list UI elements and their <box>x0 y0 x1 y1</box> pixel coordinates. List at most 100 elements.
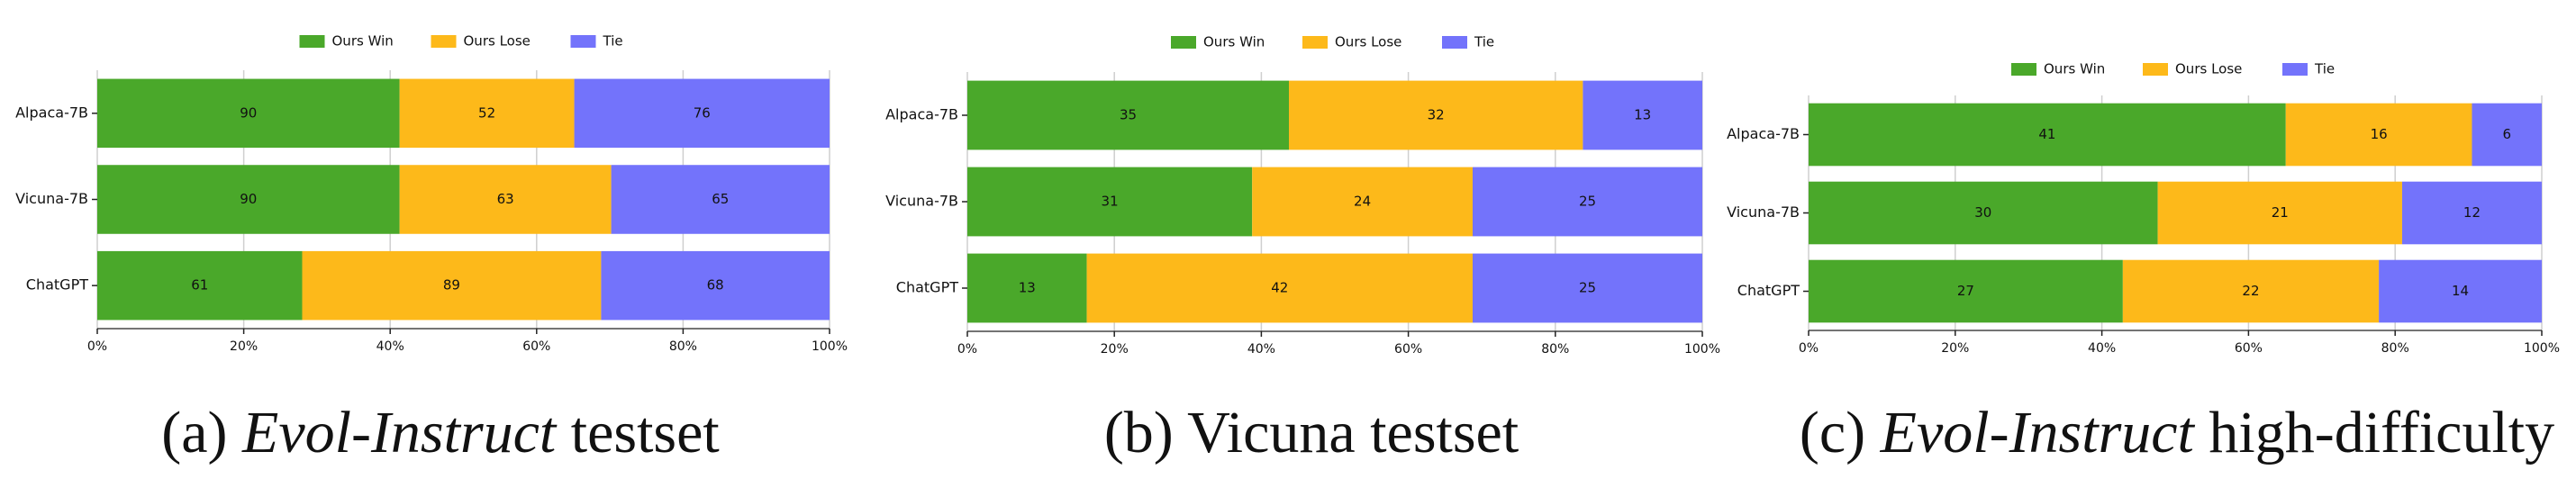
legend-swatch <box>1171 36 1196 49</box>
bar-segment <box>601 250 830 321</box>
data-label: 90 <box>240 104 257 121</box>
data-label: 32 <box>1428 107 1445 123</box>
legend-label: Tie <box>1474 34 1494 50</box>
x-tick-label: 60% <box>1394 342 1422 357</box>
bar-segment <box>2472 103 2542 167</box>
data-label: 22 <box>2242 283 2259 299</box>
legend-label: Tie <box>603 33 623 50</box>
x-tick-label: 100% <box>812 339 848 354</box>
bar-segment <box>399 78 575 149</box>
x-tick-label: 60% <box>2235 341 2263 356</box>
data-label: 30 <box>1974 204 1991 221</box>
data-label: 52 <box>478 104 495 121</box>
data-label: 41 <box>2038 126 2055 142</box>
x-tick-label: 20% <box>1101 342 1129 357</box>
x-tick-label: 80% <box>1541 342 1569 357</box>
x-tick-label: 0% <box>957 342 977 357</box>
data-label: 35 <box>1120 107 1137 123</box>
bar-segment <box>967 80 1289 150</box>
x-tick-label: 0% <box>1799 341 1819 356</box>
data-label: 25 <box>1579 194 1596 210</box>
x-tick-label: 0% <box>87 339 107 354</box>
bar-segment <box>574 78 830 149</box>
x-tick-label: 40% <box>376 339 404 354</box>
caption-part: (c) <box>1800 400 1881 465</box>
caption: (c) Evol-Instruct high-difficulty <box>1800 400 2554 465</box>
data-label: 16 <box>2371 126 2388 142</box>
bar-segment <box>1086 253 1473 323</box>
caption-part: testset <box>556 400 719 465</box>
x-tick-label: 20% <box>230 339 258 354</box>
legend-swatch <box>2143 63 2168 76</box>
legend-label: Ours Win <box>2044 61 2105 77</box>
bar-segment <box>1252 167 1473 237</box>
y-tick-label: Vicuna-7B <box>1727 203 1800 221</box>
y-tick-label: ChatGPT <box>26 276 88 294</box>
bar-segment <box>1473 167 1702 237</box>
bar-segment <box>1809 181 2158 245</box>
bar-segment <box>1809 103 2286 167</box>
bar-segment <box>967 167 1253 237</box>
y-tick-label: Alpaca-7B <box>1727 125 1800 142</box>
bar-segment <box>1583 80 1702 150</box>
data-label: 31 <box>1102 194 1119 210</box>
caption: (b) Vicuna testset <box>1104 400 1519 465</box>
data-label: 13 <box>1634 107 1651 123</box>
data-label: 14 <box>2452 283 2469 299</box>
legend-label: Tie <box>2314 61 2335 77</box>
data-label: 76 <box>694 104 711 121</box>
bar-segment <box>967 253 1087 323</box>
bar-segment <box>1473 253 1702 323</box>
x-tick-label: 100% <box>1684 342 1720 357</box>
legend-swatch <box>299 35 325 48</box>
data-label: 6 <box>2502 126 2511 142</box>
caption-part: Evol-Instruct <box>241 400 558 465</box>
legend-label: Ours Lose <box>464 33 531 50</box>
x-tick-label: 40% <box>2088 341 2116 356</box>
x-tick-label: 40% <box>1247 342 1275 357</box>
caption: (a) Evol-Instruct testset <box>161 400 719 465</box>
data-label: 25 <box>1579 280 1596 296</box>
x-tick-label: 80% <box>669 339 697 354</box>
legend-swatch <box>1442 36 1467 49</box>
x-tick-label: 60% <box>522 339 550 354</box>
data-label: 13 <box>1019 280 1036 296</box>
legend-label: Ours Win <box>1203 34 1265 50</box>
x-tick-label: 80% <box>2381 341 2409 356</box>
bar-segment <box>2285 103 2472 167</box>
legend-label: Ours Lose <box>1335 34 1401 50</box>
bar-segment <box>97 165 400 234</box>
bar-segment <box>97 250 303 321</box>
x-tick-label: 20% <box>1941 341 1969 356</box>
y-tick-label: Vicuna-7B <box>15 190 88 207</box>
caption-part: high-difficulty <box>2194 400 2554 465</box>
data-label: 68 <box>707 277 724 294</box>
data-label: 27 <box>1957 283 1974 299</box>
bar-segment <box>97 78 400 149</box>
y-tick-label: Alpaca-7B <box>885 106 958 123</box>
data-label: 63 <box>497 191 514 207</box>
y-tick-label: Vicuna-7B <box>885 193 958 210</box>
legend-swatch <box>2011 63 2036 76</box>
bar-segment <box>1289 80 1583 150</box>
y-tick-label: ChatGPT <box>896 279 958 296</box>
bar-segment <box>1809 259 2123 323</box>
data-label: 21 <box>2272 204 2289 221</box>
bar-segment <box>2157 181 2402 245</box>
bar-segment <box>2401 181 2542 245</box>
y-tick-label: Alpaca-7B <box>15 104 88 121</box>
data-label: 61 <box>191 277 208 294</box>
bar-segment <box>2379 259 2542 323</box>
caption-part: Evol-Instruct <box>1880 400 2196 465</box>
bar-segment <box>611 165 830 234</box>
bar-segment <box>2122 259 2380 323</box>
legend-swatch <box>2282 63 2308 76</box>
data-label: 90 <box>240 191 257 207</box>
data-label: 89 <box>443 277 460 294</box>
legend-label: Ours Win <box>332 33 394 50</box>
data-label: 65 <box>712 191 729 207</box>
y-tick-label: ChatGPT <box>1737 282 1800 299</box>
x-tick-label: 100% <box>2524 341 2560 356</box>
data-label: 24 <box>1354 194 1371 210</box>
